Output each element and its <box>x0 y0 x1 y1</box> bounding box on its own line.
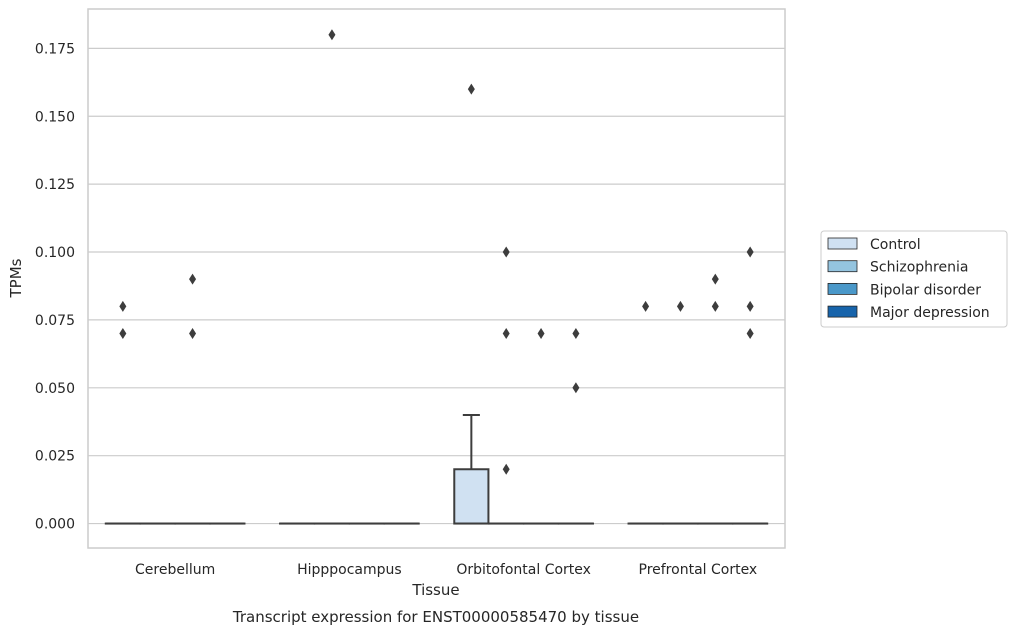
y-tick-label: 0.175 <box>35 41 75 57</box>
y-tick-label: 0.125 <box>35 177 75 193</box>
y-tick-label: 0.150 <box>35 109 75 125</box>
outlier-point <box>502 246 510 258</box>
outlier-point <box>746 246 754 258</box>
outlier-point <box>746 327 754 339</box>
y-tick-label: 0.000 <box>35 517 75 533</box>
y-tick-label: 0.100 <box>35 245 75 261</box>
outlier-point <box>711 273 719 285</box>
y-axis-title: TPMs <box>7 258 25 298</box>
outlier-point <box>328 29 336 41</box>
x-axis-ticks: Cerebellum Hipppocampus Orbitofontal Corte… <box>135 562 757 578</box>
legend-label: Bipolar disorder <box>870 282 981 298</box>
outlier-point <box>189 273 197 285</box>
legend-label: Control <box>870 237 921 253</box>
outlier-point <box>467 83 475 95</box>
series-major-depression <box>209 246 769 525</box>
chart-caption: Transcript expression for ENST0000058547… <box>232 608 639 626</box>
outlier-point <box>119 327 127 339</box>
box <box>453 468 490 525</box>
legend-swatch <box>827 282 858 295</box>
series-control <box>104 83 664 525</box>
legend-swatch <box>827 305 858 318</box>
legend-label: Major depression <box>870 305 990 321</box>
legend-swatch <box>827 260 858 273</box>
plot-area-frame <box>87 8 786 549</box>
outlier-point <box>676 300 684 312</box>
x-tick-label: Hipppocampus <box>297 562 402 578</box>
y-tick-label: 0.050 <box>35 381 75 397</box>
outlier-point <box>189 327 197 339</box>
legend-frame <box>820 230 1008 328</box>
outlier-point <box>119 300 127 312</box>
gridlines <box>88 47 785 525</box>
outlier-point <box>711 300 719 312</box>
legend-swatch <box>827 237 858 250</box>
outlier-point <box>537 327 545 339</box>
x-tick-label: Orbitofontal Cortex <box>456 562 591 578</box>
x-axis-title: Tissue <box>411 581 459 599</box>
outlier-point <box>746 300 754 312</box>
x-tick-label: Cerebellum <box>135 562 215 578</box>
y-tick-label: 0.025 <box>35 449 75 465</box>
legend-label: Schizophrenia <box>870 260 968 276</box>
outlier-point <box>572 382 580 394</box>
x-tick-label: Prefrontal Cortex <box>639 562 758 578</box>
outlier-point <box>642 300 650 312</box>
chart-marks <box>104 29 769 525</box>
legend-items: Control Schizophrenia Bipolar disorder Majo… <box>827 237 990 321</box>
y-axis-ticks: 0.000 0.025 0.050 0.075 0.100 0.125 0.150 0.175 <box>35 41 75 532</box>
legend: Control Schizophrenia Bipolar disorder Majo… <box>820 230 1008 328</box>
y-tick-label: 0.075 <box>35 313 75 329</box>
series-schizophrenia <box>139 29 699 525</box>
outlier-point <box>502 463 510 475</box>
outlier-point <box>502 327 510 339</box>
outlier-point <box>572 327 580 339</box>
